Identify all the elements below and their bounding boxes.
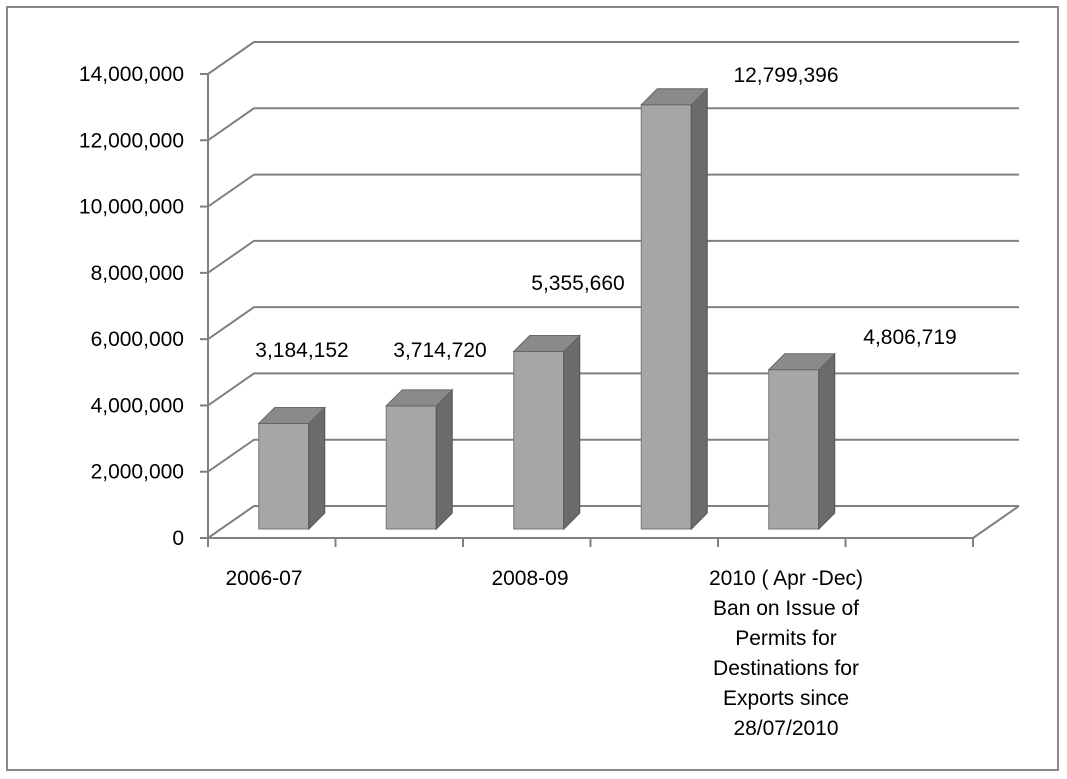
bar: [767, 352, 836, 531]
bar-side: [690, 87, 708, 531]
bar-front: [768, 369, 820, 530]
bar-side: [308, 406, 326, 531]
x-tick-label: 2006-07: [225, 567, 302, 590]
bar: [257, 406, 326, 531]
y-tick-label: 2,000,000: [91, 461, 184, 484]
axes: [200, 73, 974, 547]
bar-top: [767, 353, 836, 371]
labels: 0 2,000,000 4,000,000 6,000,000 8,000,000 10,…: [79, 63, 957, 740]
bar: [385, 388, 454, 531]
floor-edge: [972, 505, 1020, 539]
gridline: [207, 372, 1019, 407]
bar-top: [640, 88, 709, 106]
bar: [640, 87, 709, 531]
data-label: 3,714,720: [393, 339, 486, 362]
gridline: [207, 173, 1019, 208]
bar: [512, 334, 581, 531]
gridline: [207, 306, 1019, 340]
bars: [257, 87, 836, 531]
data-label: 12,799,396: [733, 64, 838, 87]
data-label: 3,184,152: [255, 339, 348, 362]
y-tick-label: 8,000,000: [91, 262, 184, 285]
bar-front: [385, 405, 437, 530]
bar-top: [257, 406, 326, 424]
bar-front: [640, 104, 692, 530]
gridline: [207, 438, 1019, 473]
bar-front: [258, 422, 310, 530]
gridlines: [207, 41, 1020, 539]
y-tick-label: 0: [172, 527, 184, 550]
gridline: [207, 107, 1019, 142]
y-tick-label: 12,000,000: [79, 129, 184, 152]
bar-top: [512, 334, 581, 352]
data-label: 5,355,660: [531, 272, 624, 295]
y-tick-label: 10,000,000: [79, 196, 184, 219]
bar-side: [435, 388, 453, 531]
data-label: 4,806,719: [863, 326, 956, 349]
gridline: [207, 239, 1019, 274]
y-tick-label: 6,000,000: [91, 328, 184, 351]
bar-front: [513, 350, 565, 530]
gridline: [207, 41, 1019, 75]
y-tick-label: 4,000,000: [91, 394, 184, 417]
bar-top: [385, 389, 454, 407]
gridline: [207, 505, 1019, 539]
x-tick-label: 2008-09: [491, 567, 568, 590]
y-tick-label: 14,000,000: [79, 63, 184, 86]
bar-side: [818, 352, 836, 531]
x-tick-label: 2010 ( Apr -Dec) Ban on Issue of Permits f…: [709, 567, 863, 740]
bar-side: [563, 334, 581, 531]
